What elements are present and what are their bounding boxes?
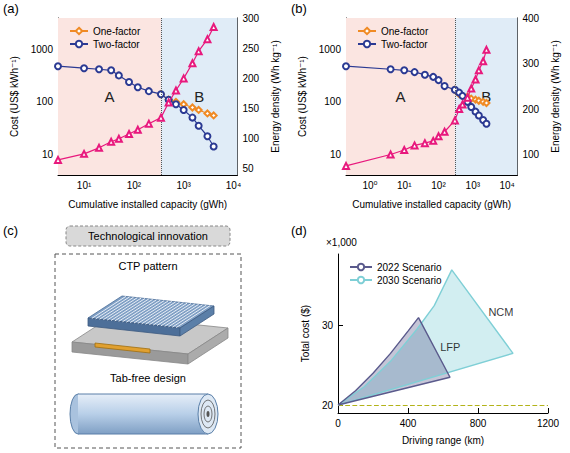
svg-text:A: A — [104, 88, 114, 105]
svg-text:10⁰: 10⁰ — [362, 180, 377, 191]
svg-text:Energy density (Wh kg⁻¹): Energy density (Wh kg⁻¹) — [550, 40, 561, 153]
svg-text:A: A — [395, 88, 405, 105]
svg-text:Two-factor: Two-factor — [93, 39, 140, 50]
svg-text:1000: 1000 — [31, 44, 54, 55]
svg-text:Cumulative installed capacity: Cumulative installed capacity (gWh) — [352, 199, 511, 210]
svg-text:1200: 1200 — [537, 418, 560, 429]
svg-text:×1,000: ×1,000 — [326, 237, 357, 248]
svg-text:0: 0 — [335, 418, 341, 429]
svg-text:10³: 10³ — [176, 180, 191, 191]
svg-text:100: 100 — [242, 133, 259, 144]
svg-text:300: 300 — [242, 13, 259, 24]
svg-text:Technological innovation: Technological innovation — [88, 230, 208, 242]
svg-text:10⁴: 10⁴ — [226, 180, 241, 191]
svg-text:200: 200 — [242, 73, 259, 84]
html-text:(a): (a) — [3, 1, 19, 16]
svg-text:100: 100 — [522, 149, 539, 160]
svg-text:10¹: 10¹ — [397, 180, 412, 191]
svg-text:150: 150 — [242, 103, 259, 114]
html-text:(b): (b) — [291, 1, 307, 16]
svg-text:50: 50 — [242, 163, 254, 174]
svg-text:2030 Scenario: 2030 Scenario — [377, 275, 442, 286]
svg-text:2022 Scenario: 2022 Scenario — [377, 262, 442, 273]
svg-text:30: 30 — [322, 320, 334, 331]
svg-text:NCM: NCM — [488, 306, 513, 318]
svg-text:CTP pattern: CTP pattern — [118, 260, 177, 272]
svg-text:10²: 10² — [431, 180, 446, 191]
svg-text:Two-factor: Two-factor — [381, 39, 428, 50]
svg-text:Driving range (km): Driving range (km) — [402, 435, 484, 446]
svg-text:100: 100 — [324, 96, 341, 107]
svg-text:300: 300 — [522, 58, 539, 69]
svg-text:1000: 1000 — [319, 44, 342, 55]
svg-text:10¹: 10¹ — [77, 180, 92, 191]
svg-text:100: 100 — [36, 96, 53, 107]
svg-text:Energy density (Wh kg⁻¹): Energy density (Wh kg⁻¹) — [270, 40, 281, 153]
svg-text:20: 20 — [322, 400, 334, 411]
svg-text:B: B — [481, 88, 492, 105]
svg-text:10³: 10³ — [466, 180, 481, 191]
svg-text:10²: 10² — [127, 180, 142, 191]
svg-text:Cumulative installed capacity: Cumulative installed capacity (gWh) — [68, 199, 227, 210]
svg-text:One-factor: One-factor — [93, 26, 141, 37]
svg-text:10: 10 — [42, 149, 54, 160]
svg-text:400: 400 — [400, 418, 417, 429]
svg-text:Cost (US$ kWh⁻¹): Cost (US$ kWh⁻¹) — [9, 56, 20, 137]
svg-text:One-factor: One-factor — [381, 26, 429, 37]
html-text:(c): (c) — [3, 223, 19, 238]
html-text:(d): (d) — [291, 223, 307, 238]
svg-text:10: 10 — [330, 149, 342, 160]
svg-text:200: 200 — [522, 104, 539, 115]
svg-text:Cost (US$ kWh⁻¹): Cost (US$ kWh⁻¹) — [297, 56, 308, 137]
svg-text:Tab-free design: Tab-free design — [110, 372, 186, 384]
svg-text:Total cost ($): Total cost ($) — [300, 305, 311, 362]
svg-text:B: B — [194, 88, 204, 105]
svg-text:400: 400 — [522, 13, 539, 24]
svg-text:10⁴: 10⁴ — [499, 180, 514, 191]
svg-text:250: 250 — [242, 43, 259, 54]
svg-text:LFP: LFP — [440, 341, 460, 353]
svg-text:800: 800 — [470, 418, 487, 429]
